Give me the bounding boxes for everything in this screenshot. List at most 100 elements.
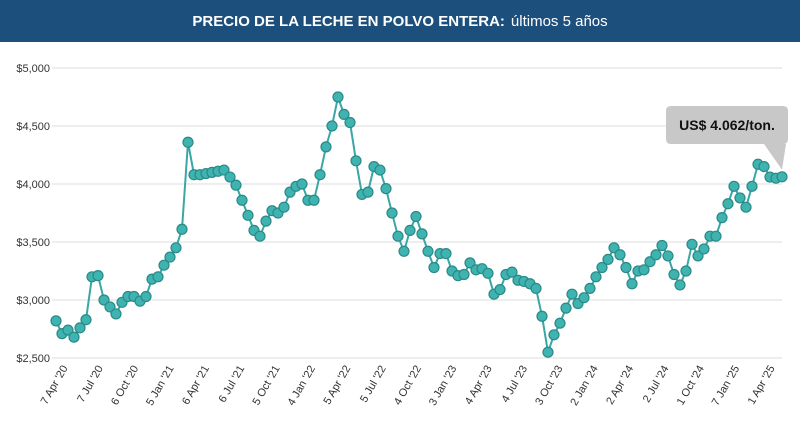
x-tick-label: 4 Jul '23 xyxy=(499,364,530,405)
data-point xyxy=(230,179,242,191)
data-point xyxy=(584,282,596,294)
data-point xyxy=(776,171,788,183)
data-point xyxy=(164,251,176,263)
data-point xyxy=(152,271,164,283)
data-point xyxy=(110,308,122,320)
x-tick-label: 2 Jul '24 xyxy=(641,364,672,405)
y-tick-label: $4,000 xyxy=(16,179,50,191)
data-point xyxy=(482,267,494,279)
data-point xyxy=(686,238,698,250)
series-points xyxy=(50,91,788,358)
data-point xyxy=(344,116,356,129)
callout-label: US$ 4.062/ton. xyxy=(679,117,775,133)
x-tick-label: 3 Jan '23 xyxy=(427,364,460,408)
data-point xyxy=(458,268,470,281)
data-point xyxy=(692,250,704,262)
data-point xyxy=(536,310,548,322)
data-point xyxy=(698,243,710,255)
x-tick-label: 2 Apr '24 xyxy=(604,364,636,407)
data-point xyxy=(542,346,554,358)
data-point xyxy=(668,268,680,281)
data-point xyxy=(320,141,332,153)
data-point xyxy=(422,245,434,257)
data-point xyxy=(596,261,608,274)
data-point xyxy=(386,207,398,219)
data-point xyxy=(710,230,722,242)
data-point xyxy=(614,249,626,261)
y-tick-label: $3,500 xyxy=(16,237,50,249)
data-point xyxy=(254,230,266,242)
data-point xyxy=(662,250,674,262)
data-point xyxy=(140,290,152,303)
x-tick-label: 7 Jan '25 xyxy=(710,364,743,408)
data-point xyxy=(98,294,110,306)
data-point xyxy=(530,282,542,294)
x-tick-label: 4 Oct '22 xyxy=(392,364,424,408)
data-point xyxy=(620,261,632,274)
data-point xyxy=(308,194,320,206)
callout-bubble xyxy=(666,106,788,170)
data-point xyxy=(590,271,602,283)
data-point xyxy=(602,253,614,265)
data-point xyxy=(236,194,248,206)
data-point xyxy=(92,270,104,282)
data-point xyxy=(506,266,518,278)
data-point xyxy=(410,210,422,223)
x-tick-label: 1 Apr '25 xyxy=(746,364,778,407)
chart-subtitle: últimos 5 años xyxy=(510,12,608,30)
data-point xyxy=(314,169,326,181)
data-point xyxy=(374,164,386,176)
x-tick-label: 1 Oct '24 xyxy=(675,364,707,408)
data-point xyxy=(260,215,272,227)
x-tick-label: 5 Oct '21 xyxy=(250,364,282,408)
price-callout: US$ 4.062/ton. xyxy=(666,106,788,170)
data-point xyxy=(80,314,92,326)
data-point xyxy=(566,288,578,300)
x-tick-label: 4 Apr '23 xyxy=(463,364,495,407)
data-point xyxy=(50,315,62,327)
data-point xyxy=(218,164,230,176)
gridlines xyxy=(52,67,782,359)
data-point xyxy=(170,242,182,254)
data-point xyxy=(296,178,308,190)
y-tick-label: $4,500 xyxy=(16,121,50,133)
x-axis: 7 Apr '20 7 Jul '20 6 Oct '20 5 Jan '21 6 Ap… xyxy=(39,364,778,408)
data-point xyxy=(680,265,692,277)
data-point xyxy=(656,239,668,252)
data-point xyxy=(758,160,770,173)
data-point xyxy=(404,224,416,236)
data-point xyxy=(716,212,728,224)
x-tick-label: 2 Jan '24 xyxy=(568,364,601,408)
x-tick-label: 6 Oct '20 xyxy=(109,364,141,408)
data-point xyxy=(740,201,752,213)
chart-title: PRECIO DE LA LECHE EN POLVO ENTERA: xyxy=(192,12,505,30)
data-point xyxy=(554,317,566,329)
data-point xyxy=(734,192,746,204)
data-point xyxy=(464,257,476,269)
data-point xyxy=(428,261,440,274)
x-tick-label: 5 Apr '22 xyxy=(321,364,353,407)
data-point xyxy=(398,245,410,257)
data-point xyxy=(416,228,428,240)
data-point xyxy=(350,155,362,167)
data-point xyxy=(242,209,254,221)
data-point xyxy=(728,180,740,192)
data-point xyxy=(638,264,650,276)
data-point xyxy=(608,242,620,254)
data-point xyxy=(440,248,452,260)
data-point xyxy=(548,329,560,341)
y-tick-label: $3,000 xyxy=(16,295,50,307)
data-point xyxy=(224,171,236,183)
data-point xyxy=(746,180,758,192)
x-tick-label: 6 Jul '21 xyxy=(217,364,248,405)
data-point xyxy=(68,331,80,343)
chart-title-bar: PRECIO DE LA LECHE EN POLVO ENTERA: últi… xyxy=(0,0,800,42)
x-tick-label: 7 Jul '20 xyxy=(75,364,106,405)
data-point xyxy=(158,259,170,271)
data-point xyxy=(104,301,116,313)
x-tick-label: 6 Apr '21 xyxy=(180,364,212,407)
x-tick-label: 3 Oct '23 xyxy=(533,364,565,408)
data-point xyxy=(332,91,344,103)
x-tick-label: 5 Jul '22 xyxy=(358,364,389,405)
x-tick-label: 4 Jan '22 xyxy=(285,364,318,408)
